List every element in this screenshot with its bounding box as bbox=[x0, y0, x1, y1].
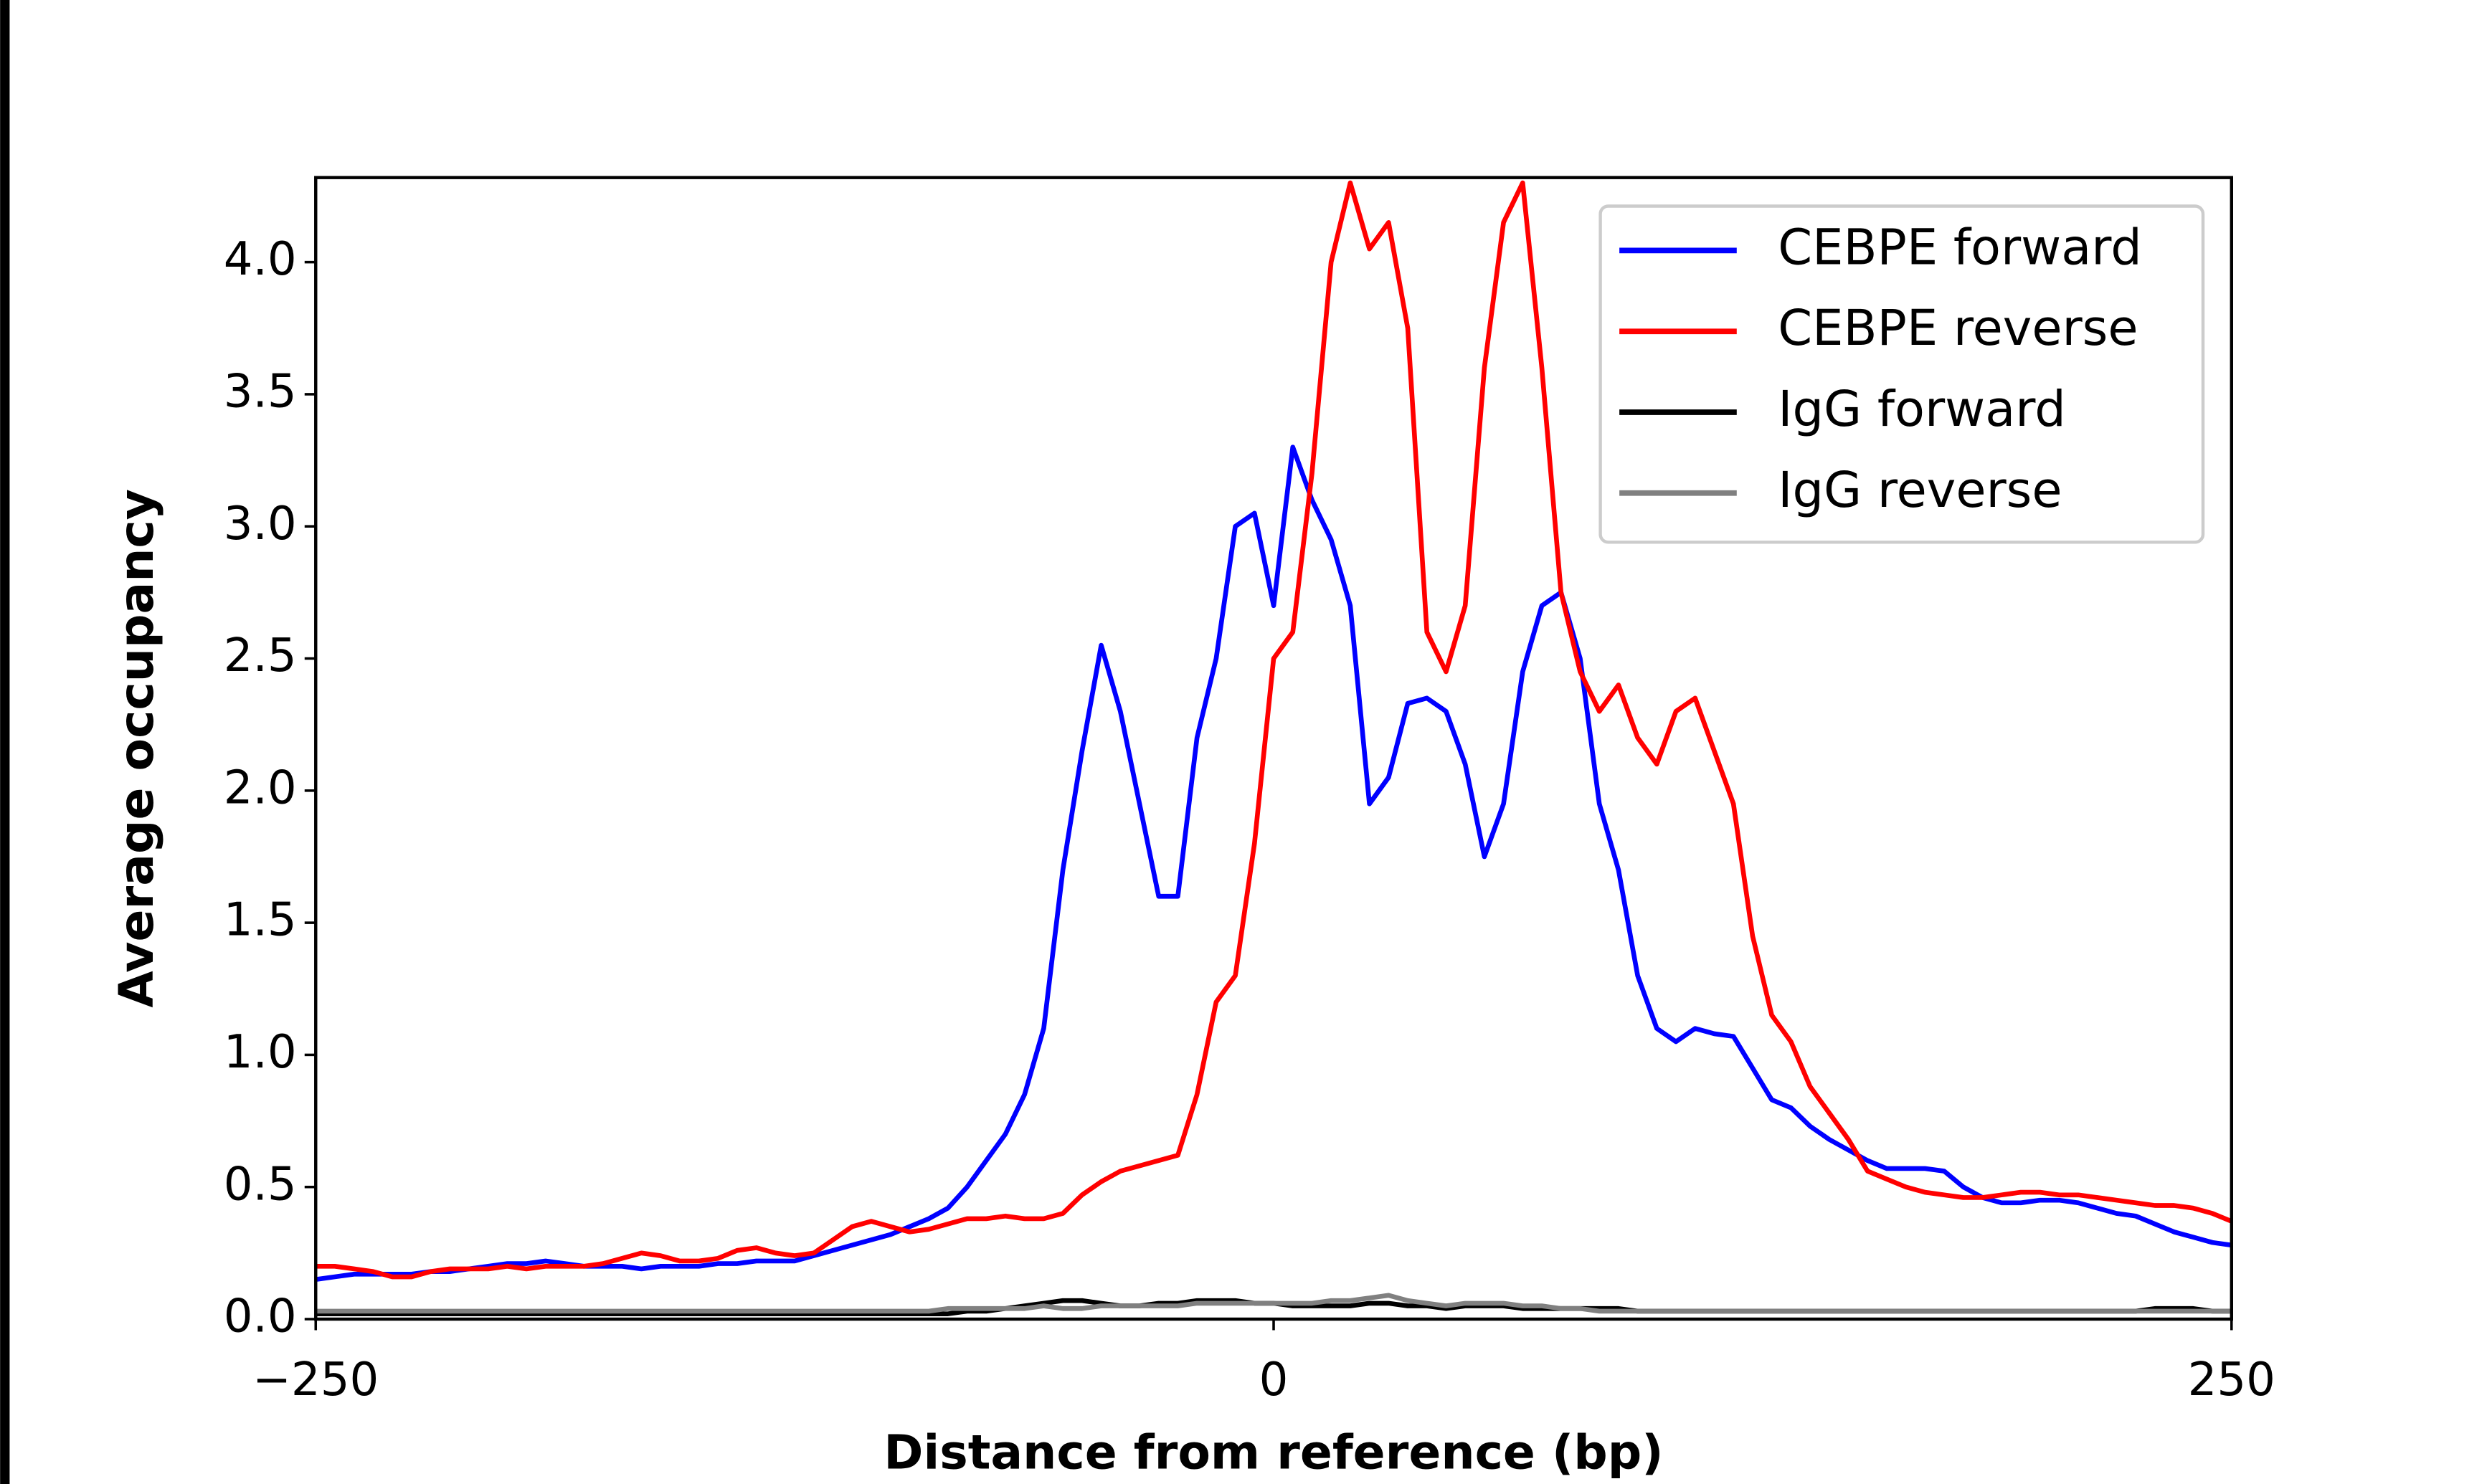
x-tick-label: 250 bbox=[2188, 1353, 2275, 1407]
y-tick-label: 1.0 bbox=[224, 1025, 297, 1079]
legend-label: CEBPE forward bbox=[1778, 219, 2141, 276]
y-tick-label: 3.5 bbox=[224, 365, 297, 419]
y-tick-label: 2.5 bbox=[224, 629, 297, 682]
data-line bbox=[316, 444, 2232, 1282]
screen-edge bbox=[0, 0, 10, 1484]
y-tick-label: 0.5 bbox=[224, 1157, 297, 1211]
x-tick-label: 0 bbox=[1259, 1353, 1289, 1407]
legend-box bbox=[1598, 204, 2205, 544]
y-axis-label: Average occupancy bbox=[108, 489, 164, 1008]
x-tick-label: −250 bbox=[252, 1353, 379, 1407]
data-line bbox=[316, 1293, 2232, 1314]
x-axis-label: Distance from reference (bp) bbox=[884, 1424, 1663, 1480]
data-line bbox=[316, 180, 2232, 1280]
y-tick-label: 3.0 bbox=[224, 497, 297, 551]
y-tick-label: 2.0 bbox=[224, 761, 297, 814]
y-tick-label: 1.5 bbox=[224, 893, 297, 947]
y-tick-label: 4.0 bbox=[224, 232, 297, 286]
legend-label: IgG reverse bbox=[1778, 462, 2062, 519]
plot-area bbox=[316, 180, 2232, 1316]
legend-label: IgG forward bbox=[1778, 381, 2065, 438]
legend-label: CEBPE reverse bbox=[1778, 300, 2138, 357]
y-tick-label: 0.0 bbox=[224, 1290, 297, 1343]
